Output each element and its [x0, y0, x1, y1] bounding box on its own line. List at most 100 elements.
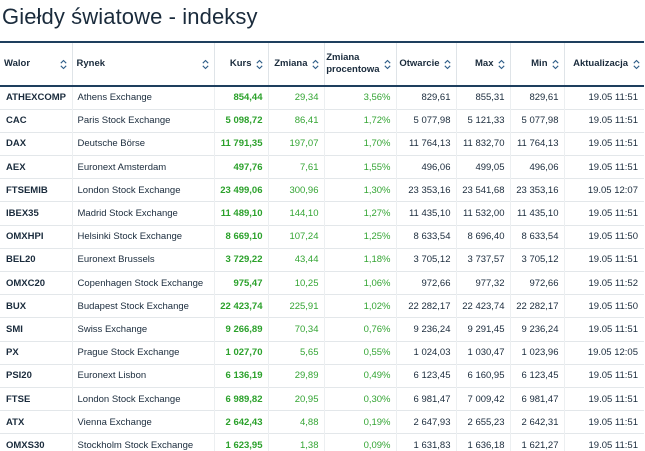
page-title: Giełdy światowe - indeksy [2, 4, 258, 29]
column-header-change[interactable]: Zmiana [267, 42, 324, 86]
cell-min: 22 282,17 [509, 294, 564, 318]
cell-symbol[interactable]: PX [6, 347, 19, 359]
cell-change-percent: 1,55% [323, 155, 396, 179]
cell-symbol[interactable]: FTSE [6, 393, 31, 405]
table-row[interactable]: PX Prague Stock Exchange 1 027,70 5,65 0,55%… [0, 341, 644, 365]
cell-price: 8 669,10 [213, 225, 268, 249]
indices-table: Walor Rynek Kurs [0, 41, 644, 451]
cell-market: Prague Stock Exchange [71, 341, 214, 365]
sort-icon[interactable] [498, 58, 506, 70]
cell-updated: 19.05 12:05 [563, 341, 644, 365]
cell-open: 22 282,17 [395, 294, 456, 318]
cell-change: 29,89 [267, 364, 324, 388]
sort-icon[interactable] [552, 58, 560, 70]
table-row[interactable]: BEL20 Euronext Brussels 3 729,22 43,44 1,18%… [0, 248, 644, 272]
cell-change-percent: 0,30% [323, 387, 396, 411]
cell-max: 855,31 [455, 86, 510, 110]
table-row[interactable]: DAX Deutsche Börse 11 791,35 197,07 1,70% 11 … [0, 132, 644, 156]
cell-min: 11 435,10 [509, 201, 564, 226]
cell-change-percent: 0,09% [323, 433, 396, 451]
cell-market: Euronext Brussels [71, 248, 214, 272]
cell-symbol[interactable]: OMXC20 [6, 277, 46, 289]
cell-symbol[interactable]: PSI20 [6, 370, 32, 382]
cell-symbol[interactable]: SMI [6, 323, 23, 335]
cell-symbol[interactable]: AEX [6, 161, 26, 173]
cell-updated: 19.05 11:50 [563, 294, 644, 318]
cell-market: London Stock Exchange [71, 387, 214, 411]
cell-symbol[interactable]: ATHEXCOMP [6, 92, 66, 104]
cell-updated: 19.05 11:51 [563, 109, 644, 133]
table-row[interactable]: OMXS30 Stockholm Stock Exchange 1 623,95 1,… [0, 433, 644, 451]
cell-symbol[interactable]: ATX [6, 416, 25, 428]
table-row[interactable]: AEX Euronext Amsterdam 497,76 7,61 1,55% 496,… [0, 155, 644, 179]
cell-updated: 19.05 11:51 [563, 433, 644, 451]
cell-max: 7 009,42 [455, 387, 510, 411]
table-header-row: Walor Rynek Kurs [0, 42, 644, 86]
column-header-label: Min [531, 58, 548, 69]
cell-max: 1 636,18 [455, 433, 510, 451]
table-row[interactable]: OMXC20 Copenhagen Stock Exchange 975,47 10,… [0, 271, 644, 295]
column-header-label: Walor [4, 58, 31, 69]
column-header-market[interactable]: Rynek [71, 42, 214, 86]
cell-change-percent: 1,27% [323, 201, 396, 226]
cell-symbol[interactable]: CAC [6, 115, 27, 127]
cell-updated: 19.05 11:51 [563, 132, 644, 156]
sort-icon[interactable] [256, 58, 264, 70]
table-row[interactable]: PSI20 Euronext Lisbon 6 136,19 29,89 0,49% 6 … [0, 364, 644, 388]
table-row[interactable]: ATX Vienna Exchange 2 642,43 4,88 0,19% 2 647… [0, 410, 644, 434]
sort-icon[interactable] [632, 58, 640, 70]
table-row[interactable]: IBEX35 Madrid Stock Exchange 11 489,10 144,… [0, 201, 644, 226]
cell-symbol[interactable]: DAX [6, 138, 27, 150]
cell-open: 972,66 [395, 271, 456, 295]
table-row[interactable]: CAC Paris Stock Exchange 5 098,72 86,41 1,72… [0, 109, 644, 133]
cell-max: 23 541,68 [455, 178, 510, 202]
column-header-max[interactable]: Max [455, 42, 510, 86]
cell-min: 1 023,96 [509, 341, 564, 365]
cell-min: 2 642,31 [509, 410, 564, 434]
cell-max: 8 696,40 [455, 225, 510, 249]
column-header-label: Otwarcie [399, 58, 440, 69]
cell-symbol[interactable]: OMXHPI [6, 231, 44, 243]
cell-symbol[interactable]: BUX [6, 300, 27, 312]
column-header-change-percent[interactable]: Zmiana procentowa [323, 42, 396, 86]
table-row[interactable]: OMXHPI Helsinki Stock Exchange 8 669,10 107… [0, 225, 644, 249]
column-header-min[interactable]: Min [509, 42, 564, 86]
cell-updated: 19.05 11:51 [563, 201, 644, 226]
cell-change: 144,10 [267, 201, 324, 226]
table-row[interactable]: FTSEMIB London Stock Exchange 23 499,06 300… [0, 178, 644, 202]
cell-change: 107,24 [267, 225, 324, 249]
sort-icon[interactable] [60, 58, 68, 70]
cell-open: 496,06 [395, 155, 456, 179]
sort-icon[interactable] [444, 58, 452, 70]
cell-updated: 19.05 11:51 [563, 387, 644, 411]
cell-symbol[interactable]: FTSEMIB [6, 184, 48, 196]
sort-icon[interactable] [384, 58, 392, 70]
cell-symbol[interactable]: BEL20 [6, 254, 36, 266]
cell-updated: 19.05 11:50 [563, 225, 644, 249]
cell-symbol[interactable]: IBEX35 [6, 208, 39, 220]
cell-min: 9 236,24 [509, 317, 564, 342]
column-header-label: Max [475, 58, 494, 69]
column-header-price[interactable]: Kurs [213, 42, 268, 86]
table-row[interactable]: FTSE London Stock Exchange 6 989,82 20,95 0,… [0, 387, 644, 411]
cell-change: 225,91 [267, 294, 324, 318]
table-row[interactable]: BUX Budapest Stock Exchange 22 423,74 225,9… [0, 294, 644, 318]
column-header-updated[interactable]: Aktualizacja [563, 42, 644, 86]
sort-icon[interactable] [312, 58, 320, 70]
table-row[interactable]: ATHEXCOMP Athens Exchange 854,44 29,34 3,56%… [0, 86, 644, 110]
cell-price: 497,76 [213, 155, 268, 179]
sort-icon[interactable] [202, 58, 210, 70]
cell-symbol[interactable]: OMXS30 [6, 439, 45, 451]
cell-change: 10,25 [267, 271, 324, 295]
cell-open: 6 981,47 [395, 387, 456, 411]
cell-price: 9 266,89 [213, 317, 268, 342]
cell-max: 9 291,45 [455, 317, 510, 342]
cell-open: 829,61 [395, 86, 456, 110]
cell-price: 1 623,95 [213, 433, 268, 451]
column-header-open[interactable]: Otwarcie [395, 42, 456, 86]
column-header-symbol[interactable]: Walor [0, 42, 72, 86]
cell-min: 11 764,13 [509, 132, 564, 156]
cell-min: 829,61 [509, 86, 564, 110]
table-row[interactable]: SMI Swiss Exchange 9 266,89 70,34 0,76% 9 236… [0, 317, 644, 342]
cell-change: 70,34 [267, 317, 324, 342]
